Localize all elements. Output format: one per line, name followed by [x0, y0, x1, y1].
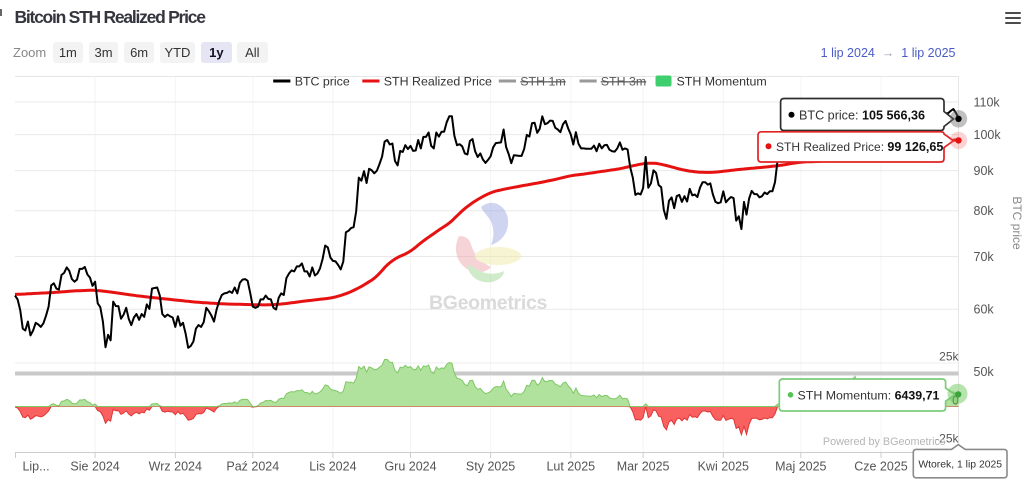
- svg-text:Sie 2024: Sie 2024: [70, 460, 119, 474]
- svg-text:Wrz 2024: Wrz 2024: [149, 460, 202, 474]
- svg-text:25k: 25k: [939, 349, 959, 363]
- svg-text:Sty 2025: Sty 2025: [466, 460, 515, 474]
- svg-text:80k: 80k: [974, 204, 995, 218]
- svg-text:BTC price: 105 566,36: BTC price: 105 566,36: [799, 108, 925, 122]
- svg-text:50k: 50k: [974, 365, 995, 379]
- svg-text:STH 1m: STH 1m: [520, 75, 565, 89]
- svg-text:Lip...: Lip...: [22, 460, 49, 474]
- svg-text:Mar 2025: Mar 2025: [617, 460, 670, 474]
- svg-text:100k: 100k: [974, 128, 1002, 142]
- svg-text:70k: 70k: [974, 250, 995, 264]
- svg-text:STH Realized Price: 99 126,65: STH Realized Price: 99 126,65: [776, 140, 943, 154]
- svg-text:STH Momentum: 6439,71: STH Momentum: 6439,71: [798, 388, 940, 402]
- svg-text:Kwi 2025: Kwi 2025: [698, 460, 749, 474]
- svg-text:STH 3m: STH 3m: [601, 75, 646, 89]
- svg-text:Lut 2025: Lut 2025: [546, 460, 595, 474]
- svg-text:STH Realized Price: STH Realized Price: [384, 75, 492, 89]
- svg-text:-25k: -25k: [935, 431, 959, 445]
- svg-text:Powered by BGeometrics: Powered by BGeometrics: [823, 436, 946, 448]
- svg-text:Wtorek, 1 lip 2025: Wtorek, 1 lip 2025: [918, 460, 1002, 471]
- svg-text:Cze 2025: Cze 2025: [854, 460, 908, 474]
- svg-text:Lis 2024: Lis 2024: [309, 460, 356, 474]
- svg-text:Paź 2024: Paź 2024: [226, 460, 279, 474]
- svg-text:110k: 110k: [974, 95, 1001, 109]
- svg-text:60k: 60k: [974, 303, 995, 317]
- svg-text:BTC price: BTC price: [1010, 196, 1024, 250]
- svg-text:BTC price: BTC price: [295, 75, 350, 89]
- svg-text:Gru 2024: Gru 2024: [384, 460, 436, 474]
- svg-text:Maj 2025: Maj 2025: [775, 460, 826, 474]
- svg-text:STH Momentum: STH Momentum: [677, 75, 767, 89]
- svg-text:90k: 90k: [974, 164, 995, 178]
- svg-text:BGeometrics: BGeometrics: [429, 292, 548, 314]
